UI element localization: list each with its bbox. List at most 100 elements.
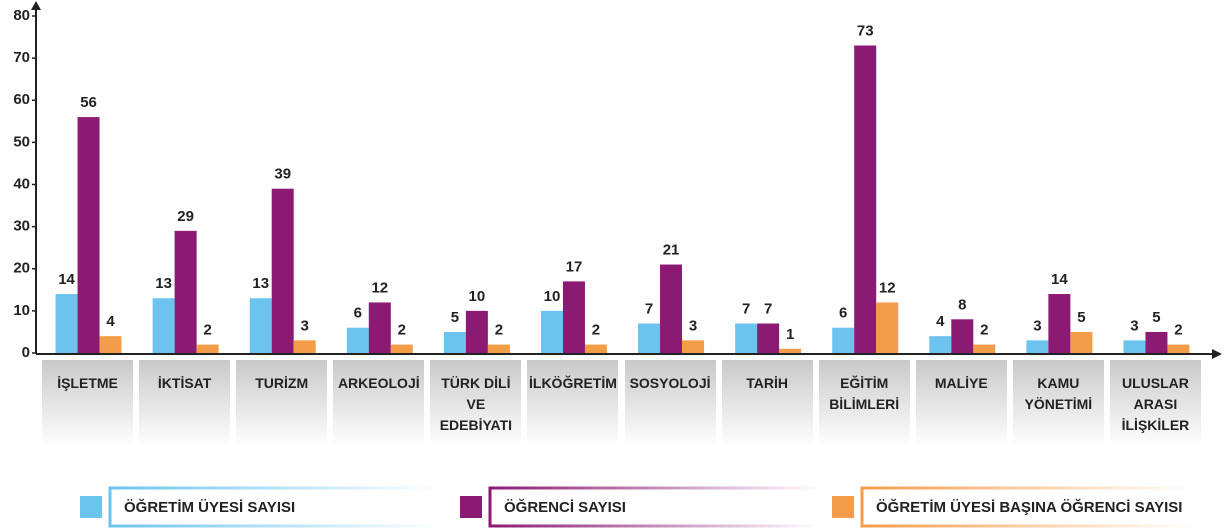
value-label: 29 <box>177 208 194 225</box>
x-tick-label: EĞİTİM BİLİMLERİ <box>818 360 910 446</box>
value-label: 14 <box>58 271 75 288</box>
value-label: 17 <box>566 258 583 275</box>
x-axis-arrow <box>1212 349 1222 359</box>
value-label: 13 <box>155 275 172 292</box>
value-label: 3 <box>301 317 309 334</box>
x-tick-label: KAMU YÖNETİMİ <box>1012 360 1104 446</box>
bar <box>757 323 780 353</box>
value-label: 6 <box>354 305 362 322</box>
bar <box>368 302 391 353</box>
bar <box>973 344 996 353</box>
bar <box>1145 331 1168 353</box>
bar <box>584 344 607 353</box>
y-tick-label: 30 <box>13 218 30 235</box>
bar <box>465 310 488 353</box>
legend-frame <box>488 486 822 528</box>
value-label: 2 <box>203 322 211 339</box>
x-tick-label: ULUSLAR ARASI İLİŞKİLER <box>1109 360 1201 446</box>
bar <box>638 323 661 353</box>
bar <box>346 327 369 353</box>
x-tick-label: İLKÖĞRETİM <box>527 360 619 446</box>
legend-label: ÖĞRENCİ SAYISI <box>504 498 626 516</box>
value-label: 13 <box>252 275 269 292</box>
bar <box>271 188 294 353</box>
y-tick-label: 70 <box>13 49 30 66</box>
bar <box>77 117 100 353</box>
bar <box>196 344 219 353</box>
bar <box>951 319 974 353</box>
value-label: 5 <box>1152 309 1160 326</box>
bar <box>660 264 683 353</box>
value-label: 7 <box>764 300 772 317</box>
value-label: 2 <box>398 322 406 339</box>
value-label: 56 <box>80 94 97 111</box>
x-tick-label: MALİYE <box>915 360 1007 446</box>
x-tick-label: TURİZM <box>236 360 328 446</box>
legend-swatch <box>460 496 482 518</box>
x-tick-label: ARKEOLOJİ <box>333 360 425 446</box>
y-tick-label: 10 <box>13 302 30 319</box>
value-label: 2 <box>592 322 600 339</box>
value-label: 73 <box>857 22 874 39</box>
value-label: 5 <box>451 309 459 326</box>
bar <box>55 294 78 353</box>
value-label: 1 <box>786 326 794 343</box>
value-label: 3 <box>1033 317 1041 334</box>
value-label: 39 <box>274 166 291 183</box>
bar <box>876 302 899 353</box>
value-label: 4 <box>936 313 945 330</box>
x-tick-label: İŞLETME <box>42 360 134 446</box>
bar <box>390 344 413 353</box>
bar <box>1123 340 1146 353</box>
x-tick-label: TÜRK DİLİ VE EDEBİYATI <box>430 360 522 446</box>
bar <box>152 298 175 353</box>
value-label: 4 <box>106 313 115 330</box>
value-label: 5 <box>1077 309 1085 326</box>
bar <box>735 323 758 353</box>
bar <box>99 336 122 353</box>
bar <box>1026 340 1049 353</box>
y-axis-arrow <box>31 1 41 10</box>
y-tick-label: 0 <box>22 344 30 361</box>
bar <box>832 327 855 353</box>
y-tick-label: 50 <box>13 133 30 150</box>
x-tick-label: İKTİSAT <box>139 360 231 446</box>
value-label: 10 <box>544 288 561 305</box>
bar <box>443 331 466 353</box>
value-label: 2 <box>980 322 988 339</box>
value-label: 3 <box>1130 317 1138 334</box>
legend-frame <box>860 486 1194 528</box>
x-tick-label: SOSYOLOJİ <box>624 360 716 446</box>
legend-swatch <box>832 496 854 518</box>
bar <box>1167 344 1190 353</box>
x-tick-label: TARİH <box>721 360 813 446</box>
value-label: 7 <box>645 300 653 317</box>
value-label: 12 <box>879 279 896 296</box>
bar <box>487 344 510 353</box>
bar <box>1048 294 1071 353</box>
bar <box>1070 331 1093 353</box>
bar <box>854 45 877 354</box>
bar <box>293 340 316 353</box>
legend-label: ÖĞRETİM ÜYESİ BAŞINA ÖĞRENCİ SAYISI <box>876 498 1182 516</box>
y-tick-label: 60 <box>13 91 30 108</box>
bar <box>249 298 272 353</box>
bar <box>562 281 585 353</box>
y-tick-label: 20 <box>13 260 30 277</box>
bar <box>682 340 705 353</box>
value-label: 10 <box>469 288 486 305</box>
legend-frame <box>108 486 442 528</box>
bar <box>174 230 197 353</box>
bar <box>779 348 802 353</box>
value-label: 7 <box>742 300 750 317</box>
bar <box>540 310 563 353</box>
legend-label: ÖĞRETİM ÜYESİ SAYISI <box>124 498 295 516</box>
value-label: 8 <box>958 296 966 313</box>
y-tick-label: 80 <box>13 7 30 24</box>
value-label: 6 <box>839 305 847 322</box>
bar <box>929 336 952 353</box>
value-label: 12 <box>371 279 388 296</box>
value-label: 2 <box>1174 322 1182 339</box>
